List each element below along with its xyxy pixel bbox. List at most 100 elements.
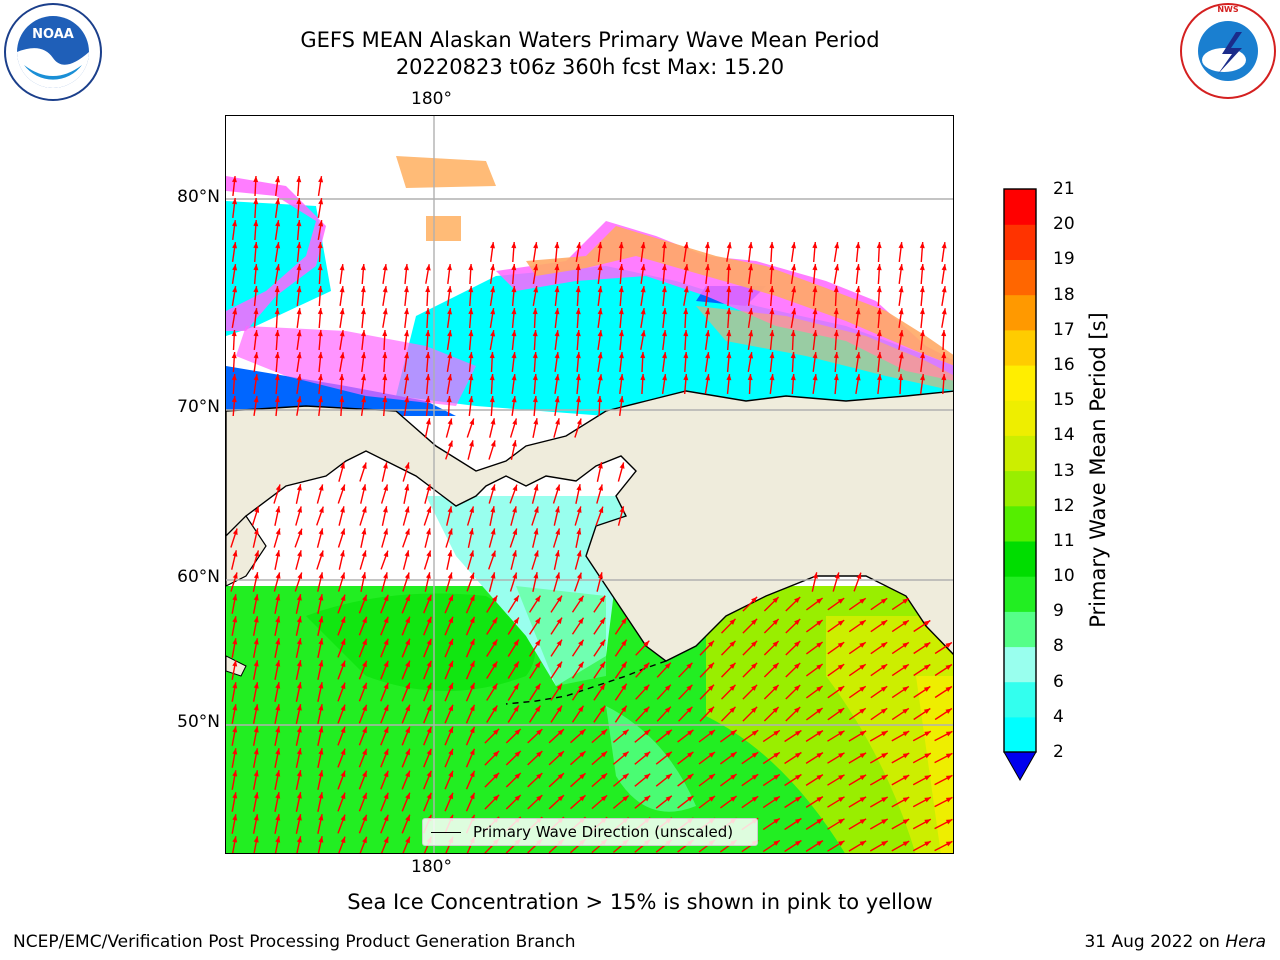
- wave-arrow-head: [469, 748, 475, 756]
- wave-arrow-head: [362, 814, 367, 822]
- wave-arrow-head: [902, 797, 910, 803]
- wave-arrow-head: [254, 550, 259, 557]
- wave-arrow-head: [318, 176, 324, 183]
- legend-line-sample: [431, 832, 461, 833]
- wave-arrow-head: [554, 308, 560, 315]
- colorbar-block: [1004, 716, 1036, 753]
- wave-arrow-head: [619, 374, 624, 381]
- wave-arrow-head: [880, 598, 888, 604]
- wave-arrow-head: [919, 264, 925, 271]
- colorbar-tick-label: 8: [1053, 636, 1064, 657]
- wave-arrow-head: [812, 352, 818, 359]
- wave-arrow-head: [361, 506, 367, 513]
- wave-arrow-head: [383, 814, 389, 822]
- wave-arrow-head: [512, 506, 517, 513]
- wave-arrow-head: [881, 819, 888, 825]
- wave-arrow-head: [708, 752, 715, 758]
- wave-arrow-head: [362, 704, 367, 712]
- wave-arrow-head: [686, 662, 693, 669]
- wave-arrow-head: [837, 620, 845, 626]
- svg-text:NWS: NWS: [1217, 5, 1239, 14]
- wave-arrow-head: [447, 506, 453, 513]
- wave-arrow-head: [643, 662, 650, 669]
- wave-arrow-head: [361, 396, 366, 403]
- wave-arrow-head: [751, 796, 759, 802]
- wave-arrow-head: [318, 748, 324, 755]
- wave-arrow-head: [404, 352, 409, 359]
- wave-arrow-head: [729, 618, 736, 625]
- wave-arrow-head: [425, 264, 431, 271]
- colorbar-block: [1004, 435, 1036, 472]
- wave-arrow-head: [296, 814, 302, 821]
- wave-arrow-head: [619, 462, 625, 469]
- wave-arrow-head: [489, 352, 495, 359]
- wave-arrow-head: [468, 352, 474, 359]
- lat-label-50: 50°N: [177, 712, 220, 732]
- wave-arrow-head: [404, 396, 410, 403]
- wave-arrow-head: [902, 708, 909, 714]
- wave-arrow-head: [579, 773, 586, 780]
- wave-arrow-head: [490, 418, 496, 425]
- wave-arrow-head: [554, 286, 560, 293]
- wave-arrow-head: [838, 730, 845, 736]
- wave-arrow-head: [833, 286, 839, 293]
- wave-arrow-head: [535, 639, 541, 646]
- wave-arrow-head: [296, 176, 302, 183]
- plot-subtitle: 20220823 t06z 360h fcst Max: 15.20: [395, 55, 785, 79]
- wave-arrow-head: [876, 286, 882, 293]
- wave-arrow-head: [253, 220, 259, 227]
- wave-arrow-head: [576, 528, 582, 535]
- wave-arrow-head: [426, 792, 432, 800]
- wave-arrow-head: [493, 794, 500, 801]
- wave-arrow-head: [859, 664, 866, 670]
- wave-arrow-head: [275, 220, 281, 227]
- wave-arrow-head: [405, 792, 410, 800]
- wave-arrow-head: [924, 819, 931, 825]
- wave-arrow-head: [405, 616, 410, 624]
- wave-arrow-head: [253, 264, 259, 271]
- wave-arrow-head: [791, 242, 796, 249]
- wave-arrow-head: [232, 836, 238, 843]
- plot-title: GEFS MEAN Alaskan Waters Primary Wave Me…: [300, 28, 880, 52]
- wave-arrow-head: [662, 352, 667, 359]
- wave-arrow-head: [317, 308, 323, 315]
- wave-arrow-head: [621, 705, 627, 713]
- wave-arrow-head: [514, 773, 521, 779]
- wave-arrow-head: [555, 528, 560, 535]
- wave-arrow-head: [795, 796, 802, 802]
- wave-arrow-head: [794, 707, 801, 713]
- wave-arrow-head: [361, 572, 367, 579]
- wave-arrow-head: [533, 550, 539, 557]
- wave-arrow-head: [275, 792, 281, 799]
- wave-arrow-head: [748, 264, 753, 271]
- wave-arrow-head: [296, 792, 302, 799]
- wave-arrow-head: [876, 330, 882, 337]
- colorbar-tick-label: 15: [1053, 390, 1075, 411]
- colorbar-block: [1004, 364, 1036, 401]
- wave-arrow-head: [751, 640, 758, 647]
- wave-arrow-head: [535, 683, 541, 690]
- wave-arrow-head: [769, 330, 775, 337]
- wave-arrow-head: [490, 572, 496, 579]
- colorbar-block: [1004, 470, 1036, 507]
- colorbar-frame: [1003, 188, 1037, 753]
- wave-arrow-head: [557, 729, 564, 736]
- wave-arrow-head: [597, 242, 603, 249]
- wave-arrow-head: [769, 286, 775, 293]
- wave-arrow-head: [318, 638, 324, 645]
- wave-arrow-head: [855, 352, 861, 359]
- wave-arrow-head: [598, 572, 603, 579]
- wave-arrow-head: [513, 617, 519, 624]
- wave-arrow-head: [816, 708, 823, 714]
- wave-arrow-head: [318, 770, 324, 777]
- wave-arrow-head: [855, 374, 861, 381]
- colorbar-tick-label: 16: [1053, 354, 1075, 375]
- wave-arrow-head: [490, 286, 496, 293]
- wave-arrow-head: [405, 770, 410, 778]
- wave-arrow-head: [232, 308, 238, 315]
- colorbar-tick-label: 9: [1053, 601, 1064, 622]
- wave-arrow-head: [554, 264, 560, 271]
- lat-label-70: 70°N: [177, 397, 220, 417]
- wave-arrow-head: [941, 352, 947, 359]
- colorbar-block: [1004, 540, 1036, 577]
